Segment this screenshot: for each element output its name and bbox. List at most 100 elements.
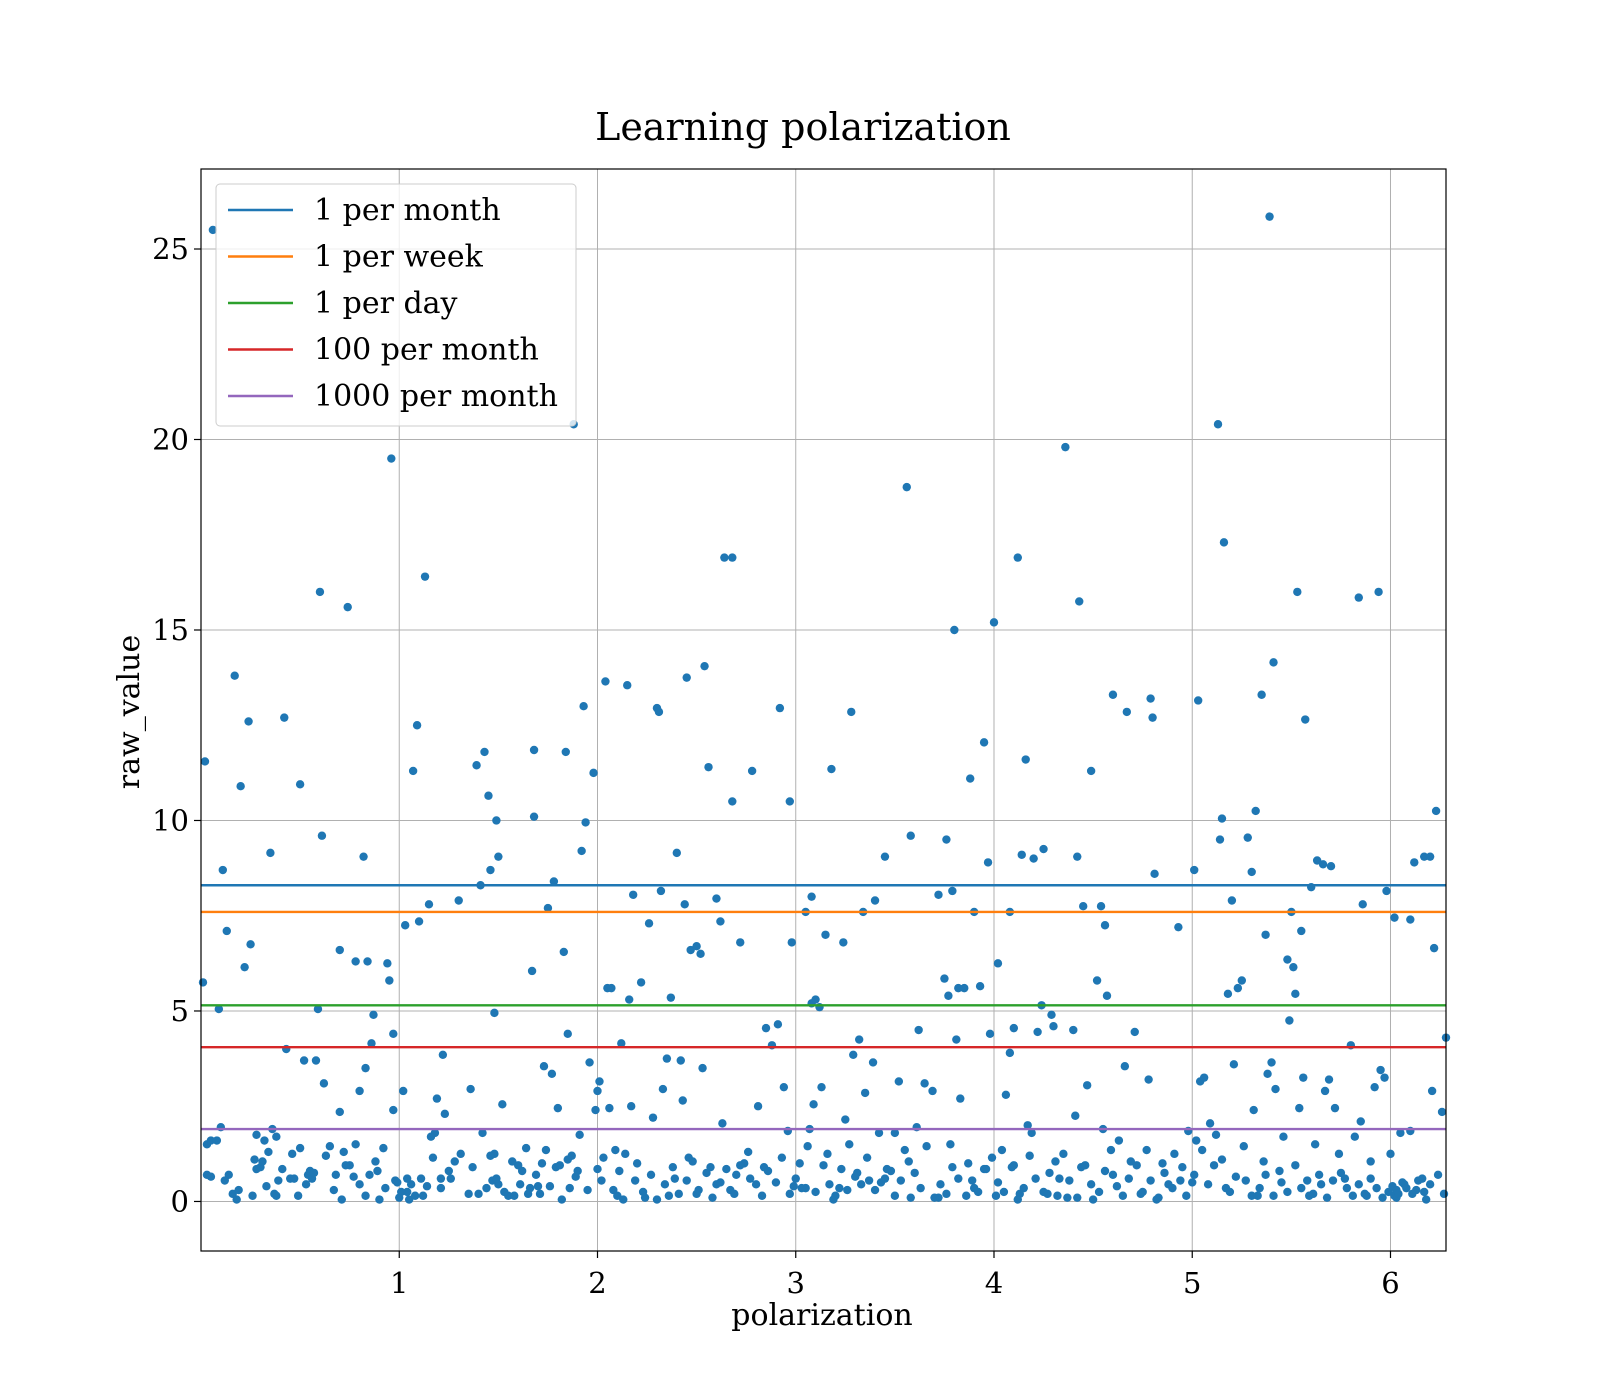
data-point-244 xyxy=(371,1157,380,1166)
data-point-106 xyxy=(563,1029,572,1039)
data-point-185 xyxy=(1039,844,1048,854)
data-point-386 xyxy=(1263,1069,1272,1079)
data-point-492 xyxy=(803,1142,812,1151)
data-point-154 xyxy=(811,995,820,1004)
data-point-0 xyxy=(198,978,208,987)
data-point-340 xyxy=(1023,1121,1032,1130)
data-point-157 xyxy=(827,764,836,774)
data-point-398 xyxy=(1314,1170,1324,1180)
data-point-310 xyxy=(860,1088,870,1098)
threshold-lines xyxy=(201,884,1446,1131)
legend-label-3: 100 per month xyxy=(314,333,539,368)
data-point-20 xyxy=(250,1155,259,1164)
data-point-58 xyxy=(369,1010,378,1019)
data-point-294 xyxy=(773,1020,783,1029)
data-point-449 xyxy=(486,1151,495,1160)
data-point-421 xyxy=(1433,1170,1443,1180)
data-point-114 xyxy=(593,1086,602,1096)
data-point-508 xyxy=(910,1168,919,1178)
data-point-455 xyxy=(531,1170,541,1180)
data-point-470 xyxy=(652,1195,662,1204)
data-point-444 xyxy=(436,1183,446,1193)
data-point-145 xyxy=(736,938,745,947)
data-point-570 xyxy=(1328,1176,1338,1185)
data-point-471 xyxy=(660,1180,670,1189)
data-point-8 xyxy=(214,1004,224,1014)
data-point-383 xyxy=(1249,1105,1258,1115)
y-axis-label: raw_value xyxy=(112,635,147,789)
data-point-228 xyxy=(1406,915,1415,924)
data-point-127 xyxy=(654,707,664,717)
data-point-459 xyxy=(565,1183,574,1193)
data-point-69 xyxy=(404,1195,414,1204)
data-point-72 xyxy=(414,917,424,926)
data-point-531 xyxy=(1059,1149,1068,1159)
data-point-503 xyxy=(876,1178,886,1187)
data-point-203 xyxy=(1215,835,1225,844)
data-point-358 xyxy=(1114,1136,1124,1145)
data-point-326 xyxy=(952,1035,961,1044)
data-point-551 xyxy=(1197,1145,1207,1155)
data-point-140 xyxy=(712,894,721,903)
data-point-436 xyxy=(373,1166,382,1176)
data-point-541 xyxy=(1124,1174,1134,1183)
data-point-567 xyxy=(1308,1189,1318,1199)
data-points xyxy=(198,212,1451,1204)
data-point-480 xyxy=(722,1164,731,1174)
data-point-394 xyxy=(1295,1103,1304,1113)
data-point-363 xyxy=(1142,1145,1151,1155)
data-point-530 xyxy=(1053,1191,1062,1200)
data-point-523 xyxy=(1007,1162,1017,1172)
data-point-186 xyxy=(1049,1022,1058,1031)
data-point-42 xyxy=(317,831,327,840)
data-point-163 xyxy=(880,852,890,861)
data-point-79 xyxy=(444,1166,454,1176)
data-point-194 xyxy=(1108,690,1118,699)
data-point-206 xyxy=(1227,896,1237,905)
data-point-66 xyxy=(399,1086,408,1096)
axis-ticks: 1 2 3 4 5 6 0 5 10 15 20 25 xyxy=(152,232,1400,1300)
data-point-274 xyxy=(632,1159,642,1168)
data-point-232 xyxy=(1429,943,1439,953)
data-point-306 xyxy=(841,1115,850,1124)
data-point-450 xyxy=(492,1174,501,1183)
data-point-496 xyxy=(831,1191,840,1200)
data-point-184 xyxy=(1029,854,1038,863)
data-point-272 xyxy=(619,1195,628,1204)
data-point-316 xyxy=(894,1077,904,1086)
data-point-123 xyxy=(628,890,638,899)
data-point-56 xyxy=(365,1170,374,1180)
data-point-511 xyxy=(930,1193,939,1202)
data-point-422 xyxy=(220,1176,229,1185)
data-point-280 xyxy=(678,1096,687,1105)
data-point-112 xyxy=(581,818,590,827)
data-point-548 xyxy=(1176,1176,1185,1185)
data-point-569 xyxy=(1322,1193,1332,1202)
data-point-534 xyxy=(1080,1161,1090,1170)
data-point-463 xyxy=(599,1153,608,1162)
data-point-354 xyxy=(1092,976,1102,985)
data-point-361 xyxy=(1130,1027,1139,1037)
data-point-441 xyxy=(410,1191,420,1200)
data-point-10 xyxy=(218,865,228,875)
data-point-559 xyxy=(1255,1183,1264,1193)
data-point-412 xyxy=(1386,1149,1395,1159)
data-point-291 xyxy=(753,1102,763,1111)
data-point-226 xyxy=(1382,886,1391,896)
data-point-475 xyxy=(688,1157,697,1166)
data-point-81 xyxy=(464,1189,473,1199)
data-point-204 xyxy=(1217,814,1227,823)
data-point-301 xyxy=(809,1100,818,1109)
data-point-159 xyxy=(847,707,856,717)
data-point-221 xyxy=(1318,860,1328,869)
data-point-248 xyxy=(416,1174,426,1183)
data-point-335 xyxy=(997,1145,1007,1155)
data-point-171 xyxy=(950,625,959,635)
data-point-187 xyxy=(1061,442,1070,452)
data-point-191 xyxy=(1086,766,1096,776)
data-point-162 xyxy=(870,896,880,905)
data-point-428 xyxy=(289,1174,299,1183)
data-point-4 xyxy=(206,1172,216,1181)
data-point-268 xyxy=(591,1105,600,1115)
data-point-331 xyxy=(975,982,985,991)
